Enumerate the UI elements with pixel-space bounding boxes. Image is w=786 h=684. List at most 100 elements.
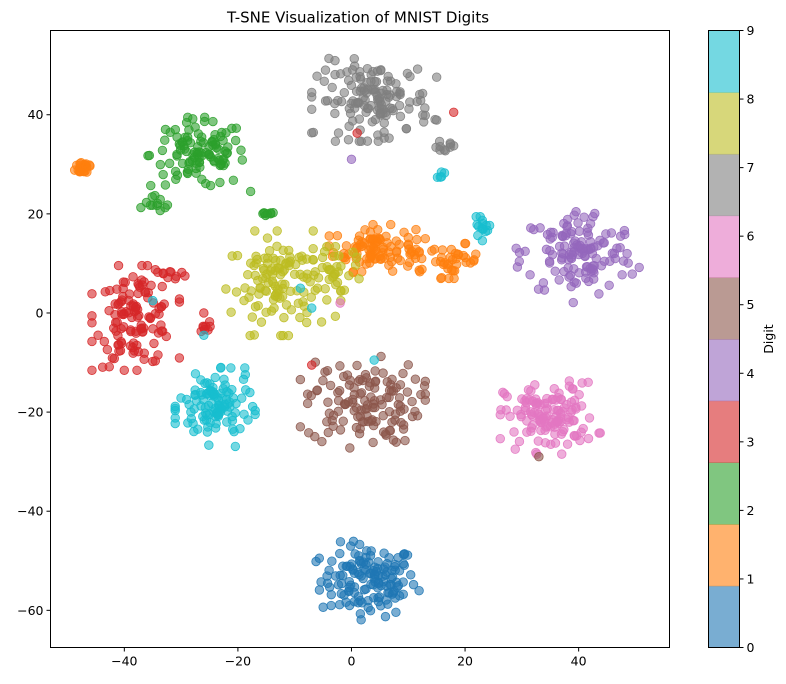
scatter-point-digit-3 (87, 336, 97, 347)
scatter-point-digit-9 (217, 393, 227, 403)
scatter-point-digit-6 (533, 397, 543, 408)
scatter-point-digit-8 (344, 271, 354, 281)
scatter-point-digit-2 (185, 156, 195, 167)
scatter-point-digit-7 (344, 121, 354, 131)
scatter-point-digit-2 (171, 174, 181, 184)
scatter-point-digit-5 (364, 381, 375, 391)
scatter-point-digit-7 (416, 95, 426, 106)
scatter-point-digit-8 (250, 226, 260, 236)
chart-title: T-SNE Visualization of MNIST Digits (226, 9, 489, 27)
scatter-point-digit-7 (345, 108, 356, 119)
scatter-point-digit-4 (634, 262, 644, 273)
colorbar-tick-label: 6 (747, 229, 755, 244)
scatter-point-digit-5 (354, 428, 365, 439)
scatter-point-digit-9 (207, 398, 217, 409)
scatter-point-digit-7 (330, 55, 340, 66)
scatter-point-digit-1 (469, 255, 479, 265)
scatter-point-digit-3 (198, 322, 209, 332)
scatter-point-digit-7 (401, 123, 412, 134)
scatter-point-digit-5 (420, 376, 431, 387)
scatter-point-digit-3 (116, 323, 126, 334)
scatter-point-digit-9 (170, 418, 180, 429)
scatter-point-digit-5 (344, 380, 355, 390)
scatter-point-digit-0 (322, 571, 332, 581)
scatter-point-digit-6 (563, 412, 574, 423)
scatter-point-digit-9 (193, 424, 203, 434)
scatter-point-digit-5 (384, 407, 395, 417)
scatter-point-digit-4 (627, 269, 637, 279)
scatter-point-digit-6 (501, 405, 511, 415)
scatter-point-digit-4 (583, 230, 594, 240)
scatter-point-digit-9 (238, 374, 249, 385)
scatter-point-digit-2 (172, 149, 182, 160)
scatter-point-digit-9 (148, 295, 158, 306)
scatter-point-digit-3 (118, 291, 128, 302)
scatter-point-digit-8 (330, 241, 341, 252)
colorbar-tick-label: 0 (747, 640, 755, 655)
scatter-point-digit-8 (322, 295, 332, 305)
plot-area-frame (50, 30, 670, 648)
scatter-point-digit-4 (585, 219, 596, 229)
scatter-point-digit-7 (384, 92, 394, 102)
scatter-point-digit-8 (240, 283, 250, 293)
scatter-point-digit-8 (324, 265, 335, 275)
scatter-point-digit-8 (231, 287, 242, 297)
scatter-point-digit-8 (226, 307, 236, 317)
scatter-point-digit-0 (349, 568, 360, 579)
scatter-point-digit-2 (170, 124, 181, 135)
scatter-point-digit-6 (533, 409, 543, 419)
scatter-point-digit-6 (526, 426, 536, 437)
colorbar: 0 1 2 3 4 5 6 7 8 9 (708, 23, 755, 655)
scatter-point-digit-8 (259, 265, 269, 275)
scatter-point-digit-8 (263, 253, 273, 263)
colorbar-tick-label: 4 (747, 366, 755, 381)
scatter-point-digit-6 (526, 386, 536, 396)
scatter-point-digit-8 (239, 295, 249, 306)
scatter-point-digit-4 (604, 280, 614, 290)
scatter-point-digit-5 (412, 411, 423, 421)
scatter-point-digit-5 (335, 425, 346, 435)
scatter-point-digit-1 (427, 246, 437, 256)
scatter-point-digit-4 (560, 231, 571, 241)
scatter-point-digit-7 (420, 103, 430, 113)
y-tick-label: −40 (17, 504, 43, 519)
scatter-point-digit-1 (395, 255, 405, 266)
scatter-point-digit-2 (143, 151, 153, 161)
scatter-point-digit-7 (330, 136, 341, 147)
scatter-point-digit-2 (227, 123, 237, 134)
scatter-point-digit-4 (529, 224, 539, 235)
scatter-point-digit-0 (373, 578, 384, 589)
x-tick-label: 20 (457, 654, 473, 669)
x-tick-label: 0 (348, 654, 356, 669)
scatter-point-digit-6 (512, 405, 522, 415)
scatter-point-digit-2 (208, 116, 218, 127)
x-axis: −40 −20 0 20 40 (111, 647, 587, 669)
scatter-point-digit-5 (400, 435, 410, 446)
scatter-point-digit-4 (586, 243, 596, 253)
colorbar-segment-5 (708, 277, 740, 340)
scatter-point-digit-6 (522, 416, 532, 426)
scatter-point-digit-0 (336, 578, 347, 589)
scatter-point-digit-5 (349, 406, 359, 416)
scatter-point-digit-7 (308, 127, 319, 138)
scatter-point-digit-8 (330, 311, 341, 321)
scatter-point-digit-9 (227, 415, 238, 426)
scatter-point-digit-7 (330, 108, 340, 119)
scatter-point-digit-8 (278, 245, 288, 255)
scatter-point-digit-6 (594, 428, 604, 438)
scatter-point-digit-6 (520, 405, 530, 416)
scatter-point-digit-3 (87, 311, 97, 321)
scatter-point-digit-4 (569, 277, 579, 287)
y-tick-label: −60 (17, 603, 43, 618)
scatter-point-digit-7 (339, 87, 349, 98)
x-tick-label: −20 (225, 654, 251, 669)
scatter-point-digit-4 (605, 256, 615, 266)
scatter-point-digit-8 (269, 303, 279, 313)
scatter-point-digit-9 (199, 330, 209, 340)
scatter-point-digit-2 (157, 145, 168, 156)
scatter-point-digit-7 (431, 115, 442, 125)
scatter-point-digit-5 (534, 452, 544, 462)
scatter-point-digit-1 (378, 248, 388, 258)
y-tick-label: 40 (28, 107, 44, 122)
